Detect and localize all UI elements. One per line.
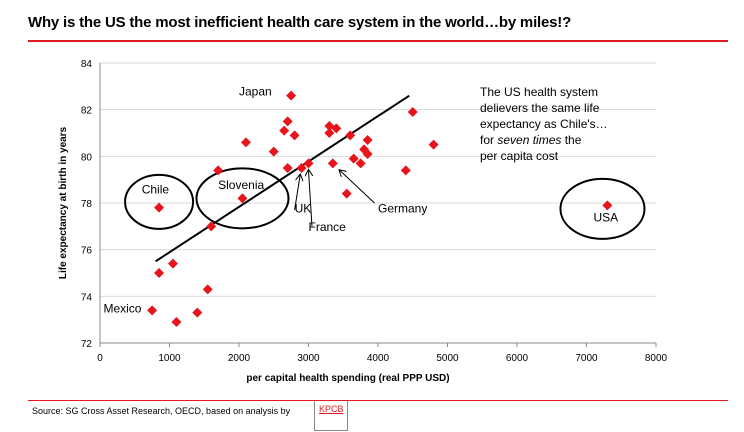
country-label: UK (295, 201, 312, 215)
data-point (282, 163, 293, 173)
data-point (296, 163, 307, 173)
x-tick-label: 5000 (436, 353, 459, 364)
x-tick-label: 0 (97, 353, 103, 364)
kpcb-logo-text: KPCB (319, 404, 344, 414)
highlight-circles (124, 167, 646, 240)
data-point (602, 200, 613, 211)
x-tick-label: 1000 (158, 353, 181, 364)
chart-title: Why is the US the most inefficient healt… (28, 14, 572, 31)
data-point (327, 158, 338, 169)
x-tick-labels: 0 1000 2000 3000 4000 5000 6000 7000 8000 (97, 343, 668, 364)
data-point (154, 202, 165, 213)
data-point (154, 268, 165, 278)
data-point (303, 158, 314, 169)
data-point (279, 125, 290, 136)
scatter-chart: 0 1000 2000 3000 4000 5000 6000 7000 8000 72 74 76… (58, 59, 668, 384)
country-label: Chile (142, 183, 170, 197)
kpcb-logo: KPCB (314, 401, 348, 431)
note-line: for seven times the (480, 133, 582, 147)
annotation-note: The US health system delievers the same l… (480, 85, 608, 163)
data-point (324, 128, 335, 138)
x-tick-label: 6000 (506, 353, 529, 364)
data-point (202, 284, 213, 295)
y-tick-label: 72 (81, 339, 93, 350)
country-label: Japan (239, 85, 272, 99)
data-point (240, 137, 251, 148)
data-point (147, 305, 158, 316)
note-line: per capita cost (480, 149, 559, 163)
x-tick-label: 4000 (367, 353, 390, 364)
x-tick-label: 8000 (645, 353, 668, 364)
slovenia-circle (195, 167, 290, 230)
data-point (362, 149, 373, 159)
data-point (362, 135, 373, 145)
y-tick-label: 74 (81, 292, 93, 303)
data-point (355, 158, 366, 169)
y-tick-label: 76 (81, 246, 93, 257)
note-line: delievers the same life (480, 101, 600, 115)
data-point (331, 123, 342, 134)
country-label: Slovenia (218, 178, 264, 192)
country-labels: Japan Chile Slovenia UK France Germany Mexico U… (103, 85, 618, 316)
data-point (345, 130, 356, 141)
x-axis-title: per capital health spending (real PPP US… (246, 373, 449, 384)
data-point (428, 139, 439, 150)
chile-circle (124, 173, 195, 230)
trendline (155, 94, 410, 263)
title-rule (28, 40, 728, 42)
data-point (213, 165, 224, 176)
data-point (289, 130, 300, 141)
germany-arrow (340, 170, 375, 204)
y-tick-label: 84 (81, 59, 93, 70)
data-point (286, 90, 297, 101)
data-point (268, 146, 279, 157)
y-tick-label: 80 (81, 152, 93, 163)
data-point (192, 307, 203, 318)
data-point (282, 116, 293, 127)
y-tick-label: 78 (81, 199, 93, 210)
note-line: The US health system (480, 85, 598, 99)
country-label: Mexico (103, 302, 141, 316)
x-tick-label: 2000 (228, 353, 251, 364)
x-tick-label: 7000 (575, 353, 598, 364)
trendline-group (155, 94, 410, 263)
data-point (341, 188, 352, 199)
country-label: USA (593, 211, 618, 225)
x-tick-label: 3000 (297, 353, 320, 364)
note-line: expectancy as Chile's… (480, 117, 608, 131)
france-arrow (309, 170, 312, 227)
country-label: France (309, 220, 347, 234)
source-text: Source: SG Cross Asset Research, OECD, b… (32, 406, 291, 416)
data-points (147, 90, 613, 327)
data-point (237, 193, 248, 204)
data-point (407, 107, 418, 117)
data-point (206, 221, 217, 232)
annotation-arrows (294, 170, 375, 227)
data-point (348, 153, 359, 164)
y-tick-labels: 72 74 76 78 80 82 84 (81, 59, 93, 350)
data-point (400, 165, 411, 176)
data-point (171, 317, 182, 327)
uk-arrow (294, 175, 301, 211)
usa-circle (559, 177, 646, 240)
y-tick-label: 82 (81, 106, 93, 117)
y-axis-title: Life expectancy at birth in years (58, 126, 69, 279)
country-label: Germany (378, 201, 427, 215)
source-rule (28, 400, 728, 401)
data-point (167, 258, 178, 269)
